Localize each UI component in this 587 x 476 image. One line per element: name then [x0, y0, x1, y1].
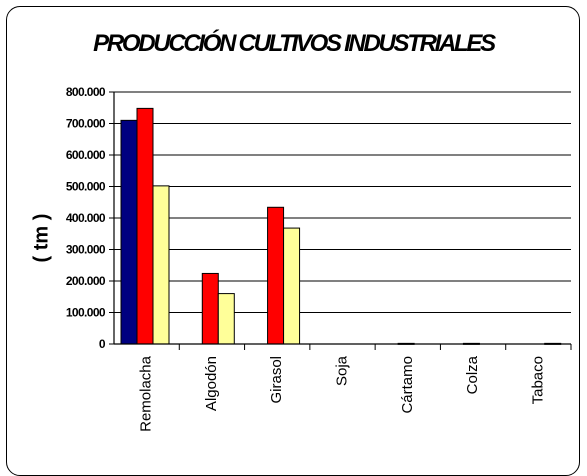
bar	[152, 185, 170, 345]
x-tick-label: Remolacha	[138, 355, 155, 432]
y-tick-label: 700.000	[66, 117, 106, 131]
bars	[120, 107, 562, 345]
y-tick-label: 300.000	[66, 243, 106, 257]
bar	[201, 272, 219, 345]
bar-chart: 0 100.000 200.000 300.000 400.000 500.000 600.…	[66, 85, 572, 432]
y-tick-label: 100.000	[66, 306, 106, 320]
y-tick-label: 800.000	[66, 85, 106, 99]
x-tick-label: Girasol	[268, 356, 285, 404]
bar	[267, 206, 285, 345]
y-tick-label: 500.000	[66, 180, 106, 194]
x-tick-label: Algodón	[203, 356, 220, 411]
bar	[283, 227, 301, 345]
x-tick-label: Cártamo	[399, 356, 416, 414]
x-category-labels: Remolacha Algodón Girasol Soja Cártamo Colza T…	[138, 355, 547, 432]
y-tick-label: 200.000	[66, 274, 106, 288]
chart-title: PRODUCCIÓN CULTIVOS INDUSTRIALES	[93, 30, 496, 57]
y-tick-labels: 0 100.000 200.000 300.000 400.000 500.000 600.…	[66, 85, 107, 351]
gridlines	[114, 91, 571, 313]
x-tick-label: Colza	[464, 355, 481, 394]
bar	[217, 293, 235, 345]
y-tick-label: 0	[99, 337, 106, 351]
x-tick-label: Soja	[334, 355, 351, 386]
y-tick-label: 600.000	[66, 148, 106, 162]
x-tick-label: Tabaco	[529, 356, 546, 404]
bar	[120, 119, 138, 345]
y-tick-label: 400.000	[66, 211, 106, 225]
bar	[136, 107, 154, 345]
axes	[109, 91, 572, 350]
